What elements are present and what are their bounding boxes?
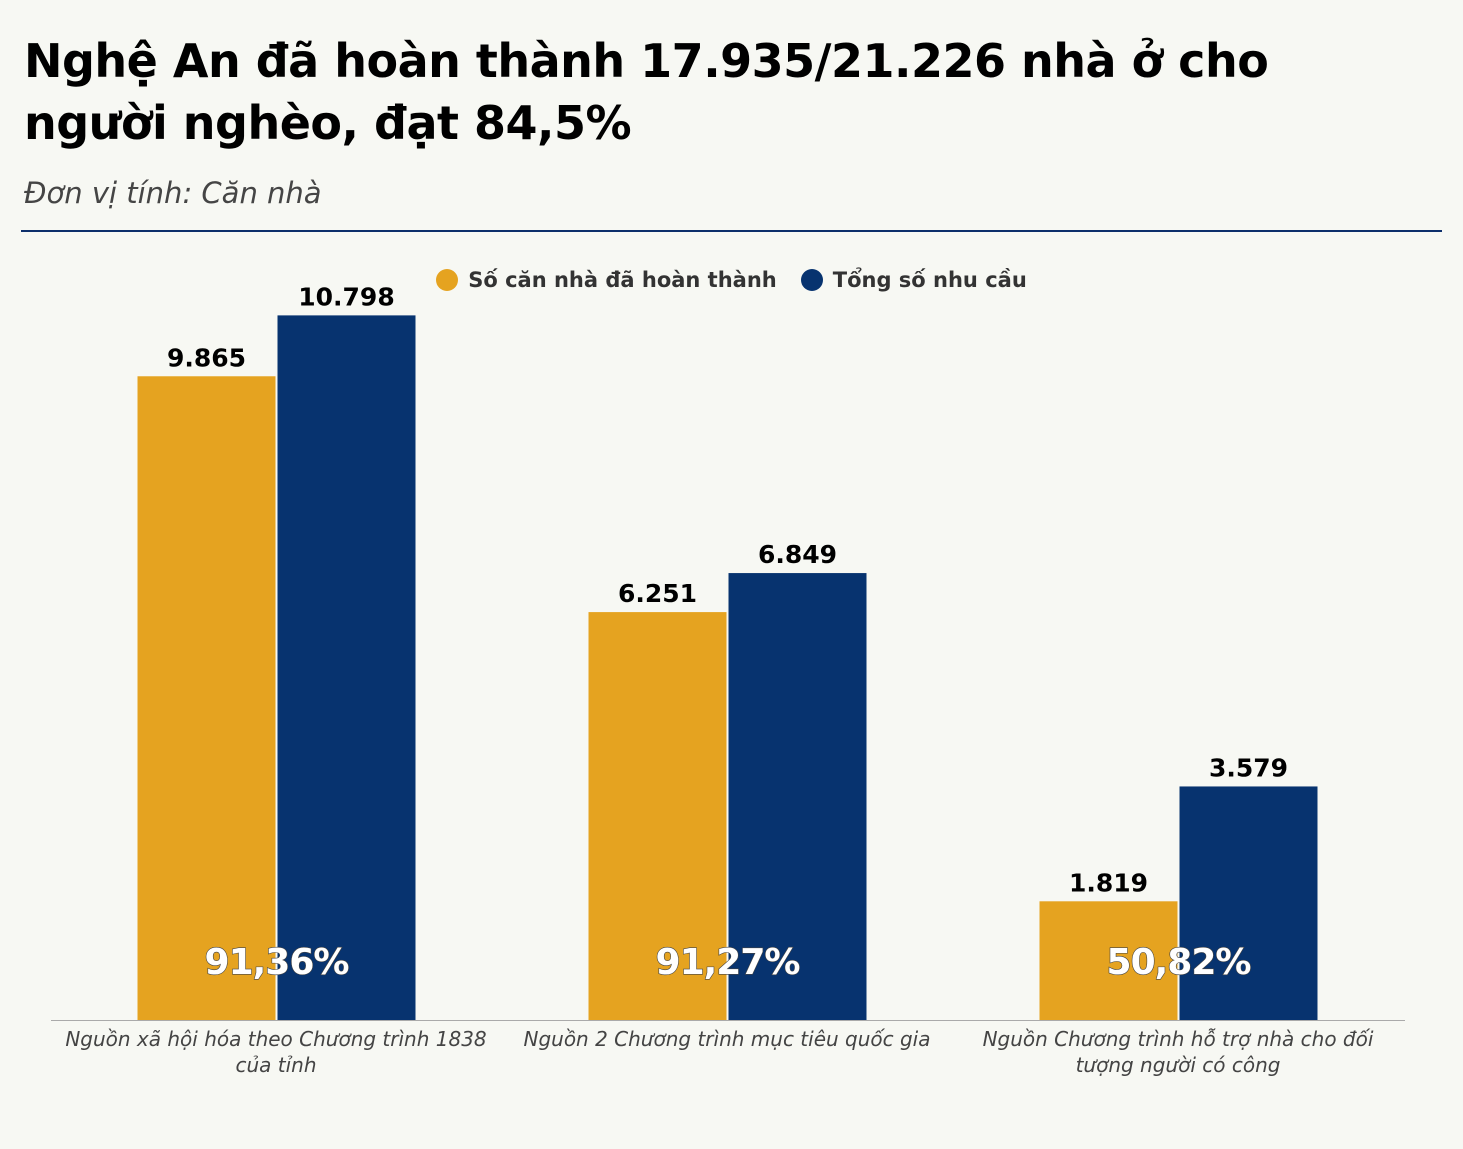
title-divider xyxy=(21,230,1442,232)
legend-item-completed: Số căn nhà đã hoàn thành xyxy=(436,268,777,292)
category-label-2: Nguồn 2 Chương trình mục tiêu quốc gia xyxy=(523,1027,931,1051)
legend-label-total: Tổng số nhu cầu xyxy=(832,268,1027,292)
legend: Số căn nhà đã hoàn thành Tổng số nhu cầu xyxy=(0,268,1463,292)
bar-completed-2 xyxy=(588,612,727,1020)
value-label-total-3: 3.579 xyxy=(1209,753,1288,782)
bar-total-1 xyxy=(277,315,416,1020)
percent-label-2: 91,27% xyxy=(656,942,800,983)
category-label-3: Nguồn Chương trình hỗ trợ nhà cho đối tư… xyxy=(982,1027,1374,1077)
legend-item-total: Tổng số nhu cầu xyxy=(800,268,1027,292)
percent-label-3: 50,82% xyxy=(1107,942,1251,983)
bar-completed-1 xyxy=(137,376,276,1020)
chart-subtitle: Đơn vị tính: Căn nhà xyxy=(24,176,322,210)
bar-total-2 xyxy=(728,573,867,1020)
value-label-completed-1: 9.865 xyxy=(167,343,246,372)
value-label-total-2: 6.849 xyxy=(758,540,837,569)
category-label-1: Nguồn xã hội hóa theo Chương trình 1838 … xyxy=(65,1027,487,1077)
legend-swatch-completed xyxy=(436,269,459,291)
value-label-completed-2: 6.251 xyxy=(618,579,697,608)
bar-total-3 xyxy=(1179,786,1318,1020)
legend-label-completed: Số căn nhà đã hoàn thành xyxy=(468,268,777,292)
chart-title: Nghệ An đã hoàn thành 17.935/21.226 nhà … xyxy=(24,34,1269,150)
value-label-completed-3: 1.819 xyxy=(1069,868,1148,897)
percent-label-1: 91,36% xyxy=(205,942,349,983)
value-label-total-1: 10.798 xyxy=(298,282,394,311)
legend-swatch-total xyxy=(800,269,823,291)
bar-completed-3 xyxy=(1039,901,1178,1020)
